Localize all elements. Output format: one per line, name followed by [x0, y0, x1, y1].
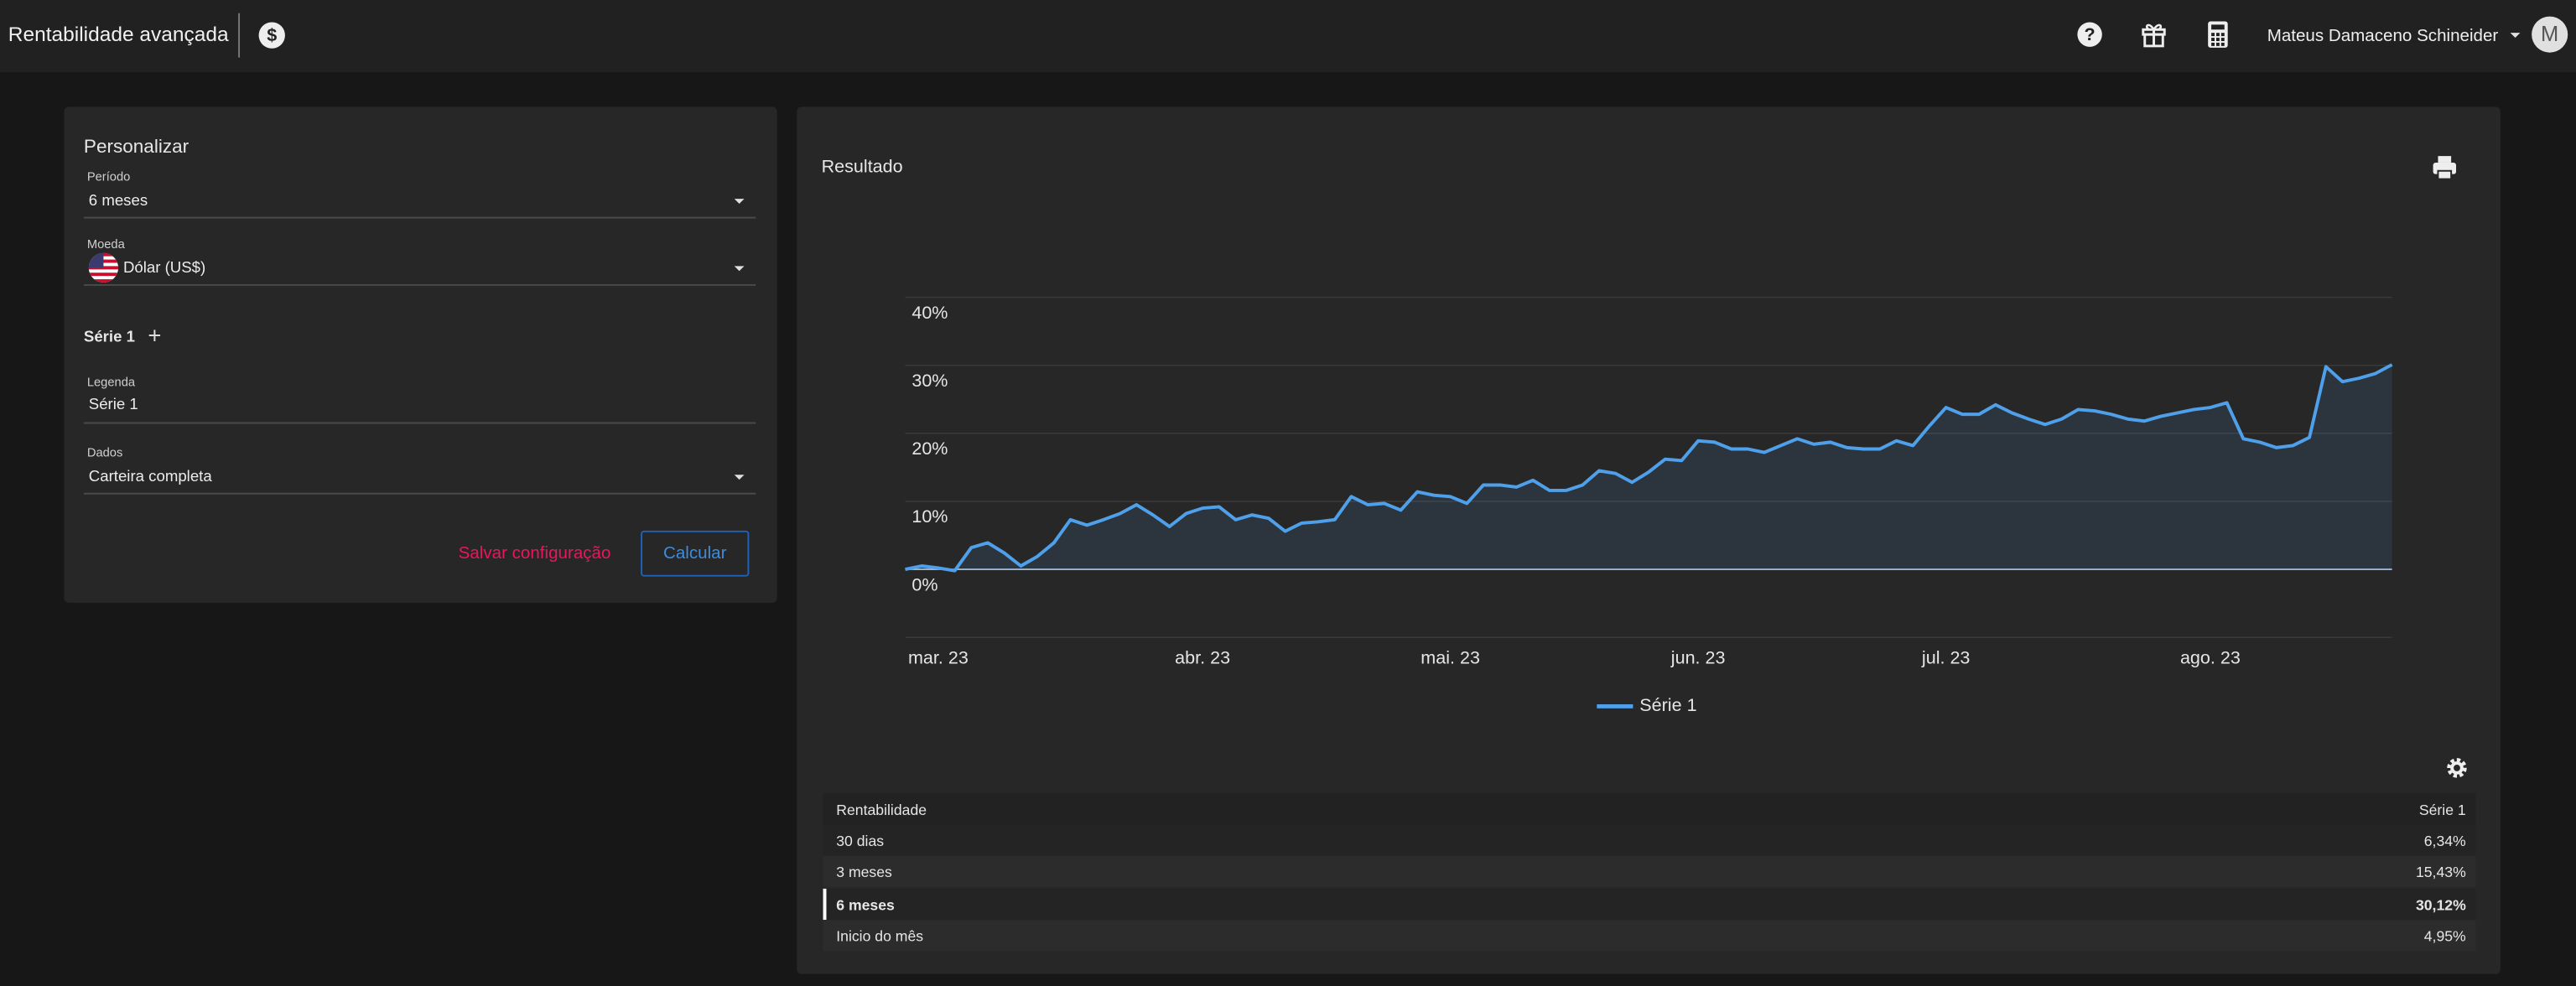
x-tick-label: ago. 23 — [2180, 646, 2241, 667]
settings-title: Personalizar — [83, 138, 190, 158]
field-underline — [83, 216, 756, 219]
divider — [238, 13, 241, 58]
settings-card — [64, 106, 777, 604]
series-title: Série 1 — [83, 328, 135, 347]
table-row: Inicio do mês 4,95% — [823, 920, 2476, 952]
user-menu-caret[interactable] — [2510, 33, 2521, 39]
help-icon[interactable]: ? — [2076, 21, 2102, 47]
calculator-icon[interactable] — [2206, 20, 2229, 49]
x-tick-label: jul. 23 — [1921, 646, 1971, 667]
table-cell: Inicio do mês — [836, 927, 924, 945]
table-cell: 4,95% — [2423, 927, 2466, 945]
table-cell: 6 meses — [836, 896, 895, 914]
table-row: 6 meses 30,12% — [823, 888, 2476, 921]
table-cell: 3 meses — [836, 864, 892, 881]
gift-icon[interactable] — [2141, 21, 2167, 48]
table-cell: 6,34% — [2423, 833, 2466, 849]
table-cell: Série 1 — [2418, 802, 2466, 818]
dropdown-caret[interactable] — [734, 266, 745, 272]
add-series[interactable]: + — [148, 322, 162, 349]
line — [905, 363, 2393, 573]
user-name[interactable]: Mateus Damaceno Schineider — [2267, 26, 2499, 46]
x-tick-label: jun. 23 — [1670, 646, 1726, 667]
currency-icon[interactable]: $ — [258, 21, 286, 49]
field-value[interactable]: Dólar (US$) — [122, 259, 206, 278]
y-tick-label: 0% — [911, 573, 937, 594]
field-value[interactable]: Carteira completa — [88, 468, 212, 486]
legend-label: Série 1 — [1639, 694, 1696, 715]
field-value[interactable]: Série 1 — [88, 396, 138, 414]
svg-text:?: ? — [2085, 23, 2096, 44]
svg-text:$: $ — [267, 24, 277, 45]
table-row: 30 dias 6,34% — [823, 824, 2476, 856]
dropdown-caret[interactable] — [734, 199, 745, 204]
selected-marker — [823, 888, 827, 921]
x-tick-label: abr. 23 — [1175, 646, 1230, 667]
avatar[interactable]: M — [2532, 16, 2568, 53]
settings-icon[interactable] — [2446, 757, 2467, 778]
field-label: Período — [86, 169, 131, 184]
x-tick-label: mar. 23 — [908, 646, 969, 667]
app-title: Rentabilidade avançada — [8, 23, 229, 46]
y-tick-label: 10% — [911, 506, 948, 527]
y-tick-label: 40% — [911, 302, 948, 323]
y-tick-label: 30% — [911, 370, 948, 391]
table-row: Rentabilidade Série 1 — [823, 793, 2476, 825]
table-cell: Rentabilidade — [836, 802, 927, 818]
print-icon[interactable] — [2432, 154, 2458, 180]
result-title: Resultado — [821, 158, 903, 178]
table-row: 3 meses 15,43% — [823, 855, 2476, 887]
save-button[interactable]: Salvar configuração — [458, 543, 611, 564]
calculate-button[interactable]: Calcular — [641, 530, 750, 577]
dropdown-caret[interactable] — [734, 475, 745, 480]
table-cell: 15,43% — [2415, 864, 2466, 881]
field-underline — [83, 492, 756, 495]
top-bar — [0, 0, 2576, 73]
area — [905, 364, 2392, 571]
table-cell: 30 dias — [836, 833, 885, 849]
x-tick-label: mai. 23 — [1420, 646, 1480, 667]
field-label: Legenda — [86, 374, 136, 390]
us-flag — [88, 252, 119, 283]
field-underline — [83, 422, 756, 424]
field-label: Dados — [86, 444, 123, 460]
table-cell: 30,12% — [2415, 896, 2466, 914]
field-label: Moeda — [86, 236, 125, 252]
field-value[interactable]: 6 meses — [88, 192, 148, 210]
y-tick-label: 20% — [911, 438, 948, 459]
field-underline — [83, 283, 756, 286]
